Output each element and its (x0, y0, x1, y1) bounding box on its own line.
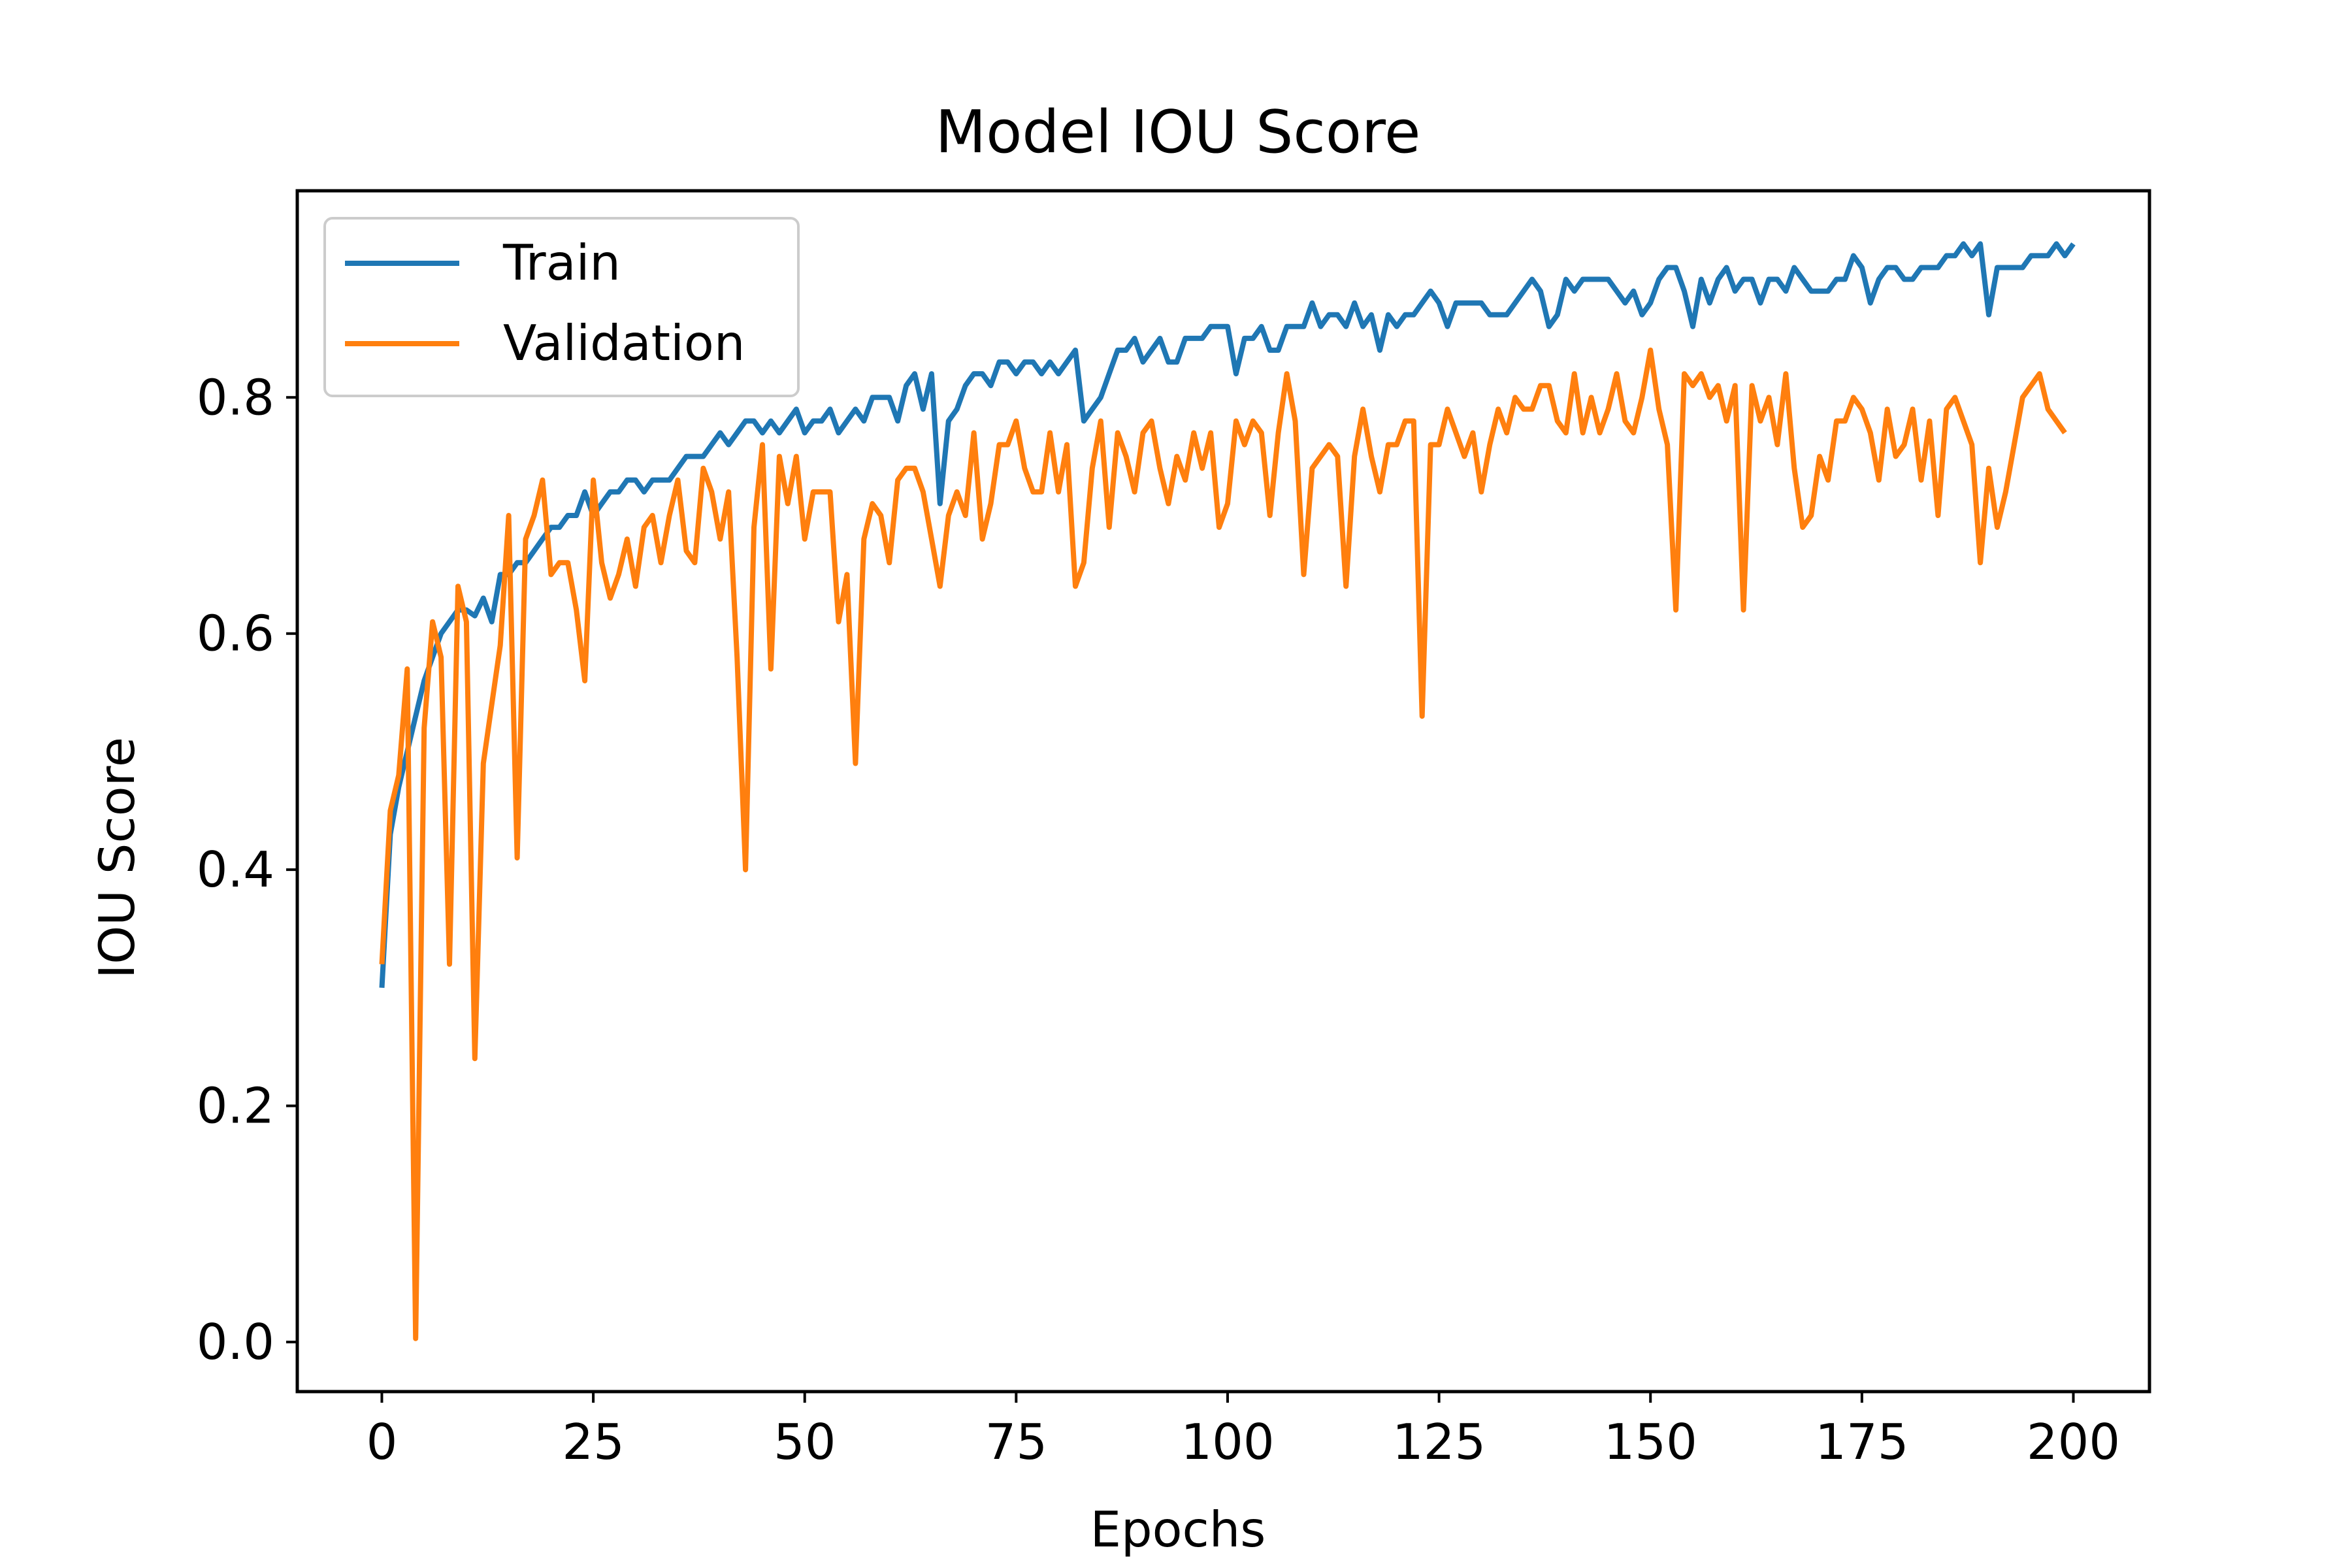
x-tick-label: 50 (774, 1413, 836, 1471)
x-axis-ticks: 0 25 50 75 100 125 150 175 200 (367, 1392, 2120, 1471)
x-tick-label: 0 (367, 1413, 398, 1471)
legend: Train Validation (323, 217, 800, 397)
y-tick-label: 0.4 (197, 841, 274, 898)
y-tick-label: 0.0 (197, 1313, 274, 1371)
x-tick-label: 150 (1604, 1413, 1697, 1471)
x-tick-label: 100 (1181, 1413, 1274, 1471)
y-axis-label: IOU Score (88, 737, 146, 979)
y-tick-label: 0.8 (197, 368, 274, 426)
y-tick-label: 0.2 (197, 1077, 274, 1135)
x-tick-label: 200 (2027, 1413, 2120, 1471)
y-tick-label: 0.6 (197, 605, 274, 662)
x-tick-label: 25 (562, 1413, 624, 1471)
plot-frame (295, 189, 2151, 1394)
x-axis-label: Epochs (1090, 1501, 1266, 1558)
legend-label-train: Train (502, 234, 621, 291)
x-tick-label: 75 (985, 1413, 1047, 1471)
legend-label-validation: Validation (503, 314, 745, 372)
x-tick-label: 125 (1392, 1413, 1486, 1471)
x-tick-label: 175 (1815, 1413, 1908, 1471)
chart-title: Model IOU Score (936, 98, 1421, 167)
series-line-train (379, 241, 2076, 988)
y-axis-ticks: 0.0 0.2 0.4 0.6 0.8 (197, 368, 297, 1371)
series-line-validation (379, 348, 2067, 1341)
series-layer (379, 241, 2076, 1341)
